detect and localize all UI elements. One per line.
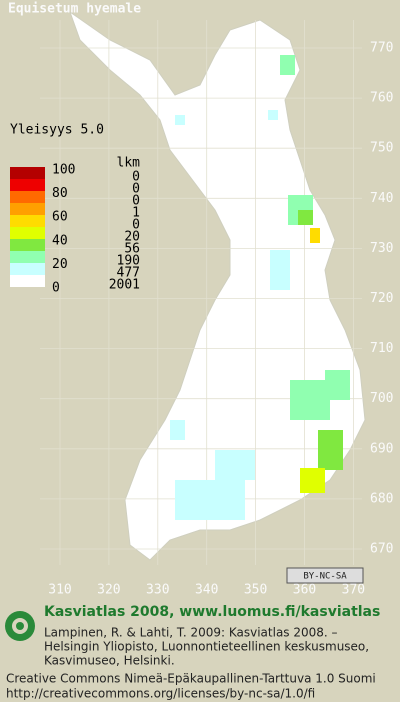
license-line: http://creativecommons.org/licenses/by-n… <box>6 687 315 701</box>
logo <box>5 611 35 641</box>
northing-label: 720 <box>370 291 393 306</box>
legend-count: 0 <box>132 194 140 209</box>
easting-label: 310 <box>48 583 71 598</box>
legend-band <box>10 179 45 191</box>
easting-label: 340 <box>195 583 218 598</box>
legend-count: 20 <box>124 230 140 245</box>
northing-label: 730 <box>370 241 393 256</box>
grid: 770 760 750 740 730 720 710 700 690 680 670 310 320 3… <box>40 20 393 598</box>
title: Equisetum hyemale <box>8 2 141 17</box>
northing-label: 690 <box>370 441 393 456</box>
legend-band <box>10 227 45 239</box>
legend-band <box>10 263 45 275</box>
northing-label: 750 <box>370 141 393 156</box>
northing-label: 670 <box>370 542 393 557</box>
easting-label: 360 <box>293 583 316 598</box>
northing-label: 710 <box>370 341 393 356</box>
legend-level: 60 <box>52 210 68 225</box>
legend-band <box>10 191 45 203</box>
license-line: Creative Commons Nimeä-Epäkaupallinen-Ta… <box>6 672 376 686</box>
legend-count: 0 <box>132 170 140 185</box>
count-header: lkm <box>117 156 141 171</box>
citation-line: Lampinen, R. & Lahti, T. 2009: Kasviatla… <box>44 626 338 640</box>
easting-label: 350 <box>244 583 267 598</box>
finland-outline <box>69 10 366 561</box>
occurrence-cells <box>170 55 350 520</box>
legend-band <box>10 203 45 215</box>
northing-label: 770 <box>370 41 393 56</box>
legend-count: 190 <box>117 254 140 269</box>
cc-badge-box <box>286 567 364 584</box>
frequency-label: Yleisyys 5.0 <box>10 123 104 138</box>
legend-count: 477 <box>117 266 140 281</box>
northing-label: 680 <box>370 491 393 506</box>
legend-count: 2001 <box>109 278 140 293</box>
legend-band <box>10 215 45 227</box>
northing-label: 740 <box>370 191 393 206</box>
legend-level: 0 <box>52 281 60 296</box>
legend-count: 56 <box>124 242 140 257</box>
citation-line: Kasvimuseo, Helsinki. <box>44 654 175 668</box>
legend-band <box>10 251 45 263</box>
footer-headline: Kasviatlas 2008, www.luomus.fi/kasviatla… <box>44 604 380 620</box>
legend-band <box>10 239 45 251</box>
legend-level: 40 <box>52 233 68 248</box>
northing-label: 760 <box>370 91 393 106</box>
northing-label: 700 <box>370 391 393 406</box>
legend-level: 100 <box>52 163 75 178</box>
legend-count: 0 <box>132 182 140 197</box>
easting-label: 370 <box>342 583 365 598</box>
legend-level: 80 <box>52 186 68 201</box>
legend-band <box>10 167 45 179</box>
legend-count: 0 <box>132 218 140 233</box>
cc-badge: BY-NC-SA <box>303 572 347 582</box>
easting-label: 320 <box>97 583 120 598</box>
legend-count: 1 <box>132 206 140 221</box>
legend-level: 20 <box>52 257 68 272</box>
easting-label: 330 <box>146 583 169 598</box>
legend-band <box>10 275 45 287</box>
citation-line: Helsingin Yliopisto, Luonnontieteellinen… <box>44 640 369 654</box>
